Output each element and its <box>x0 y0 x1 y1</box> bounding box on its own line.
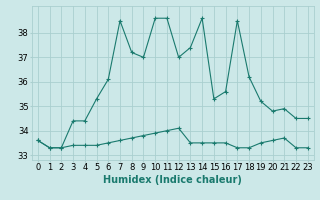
X-axis label: Humidex (Indice chaleur): Humidex (Indice chaleur) <box>103 175 242 185</box>
